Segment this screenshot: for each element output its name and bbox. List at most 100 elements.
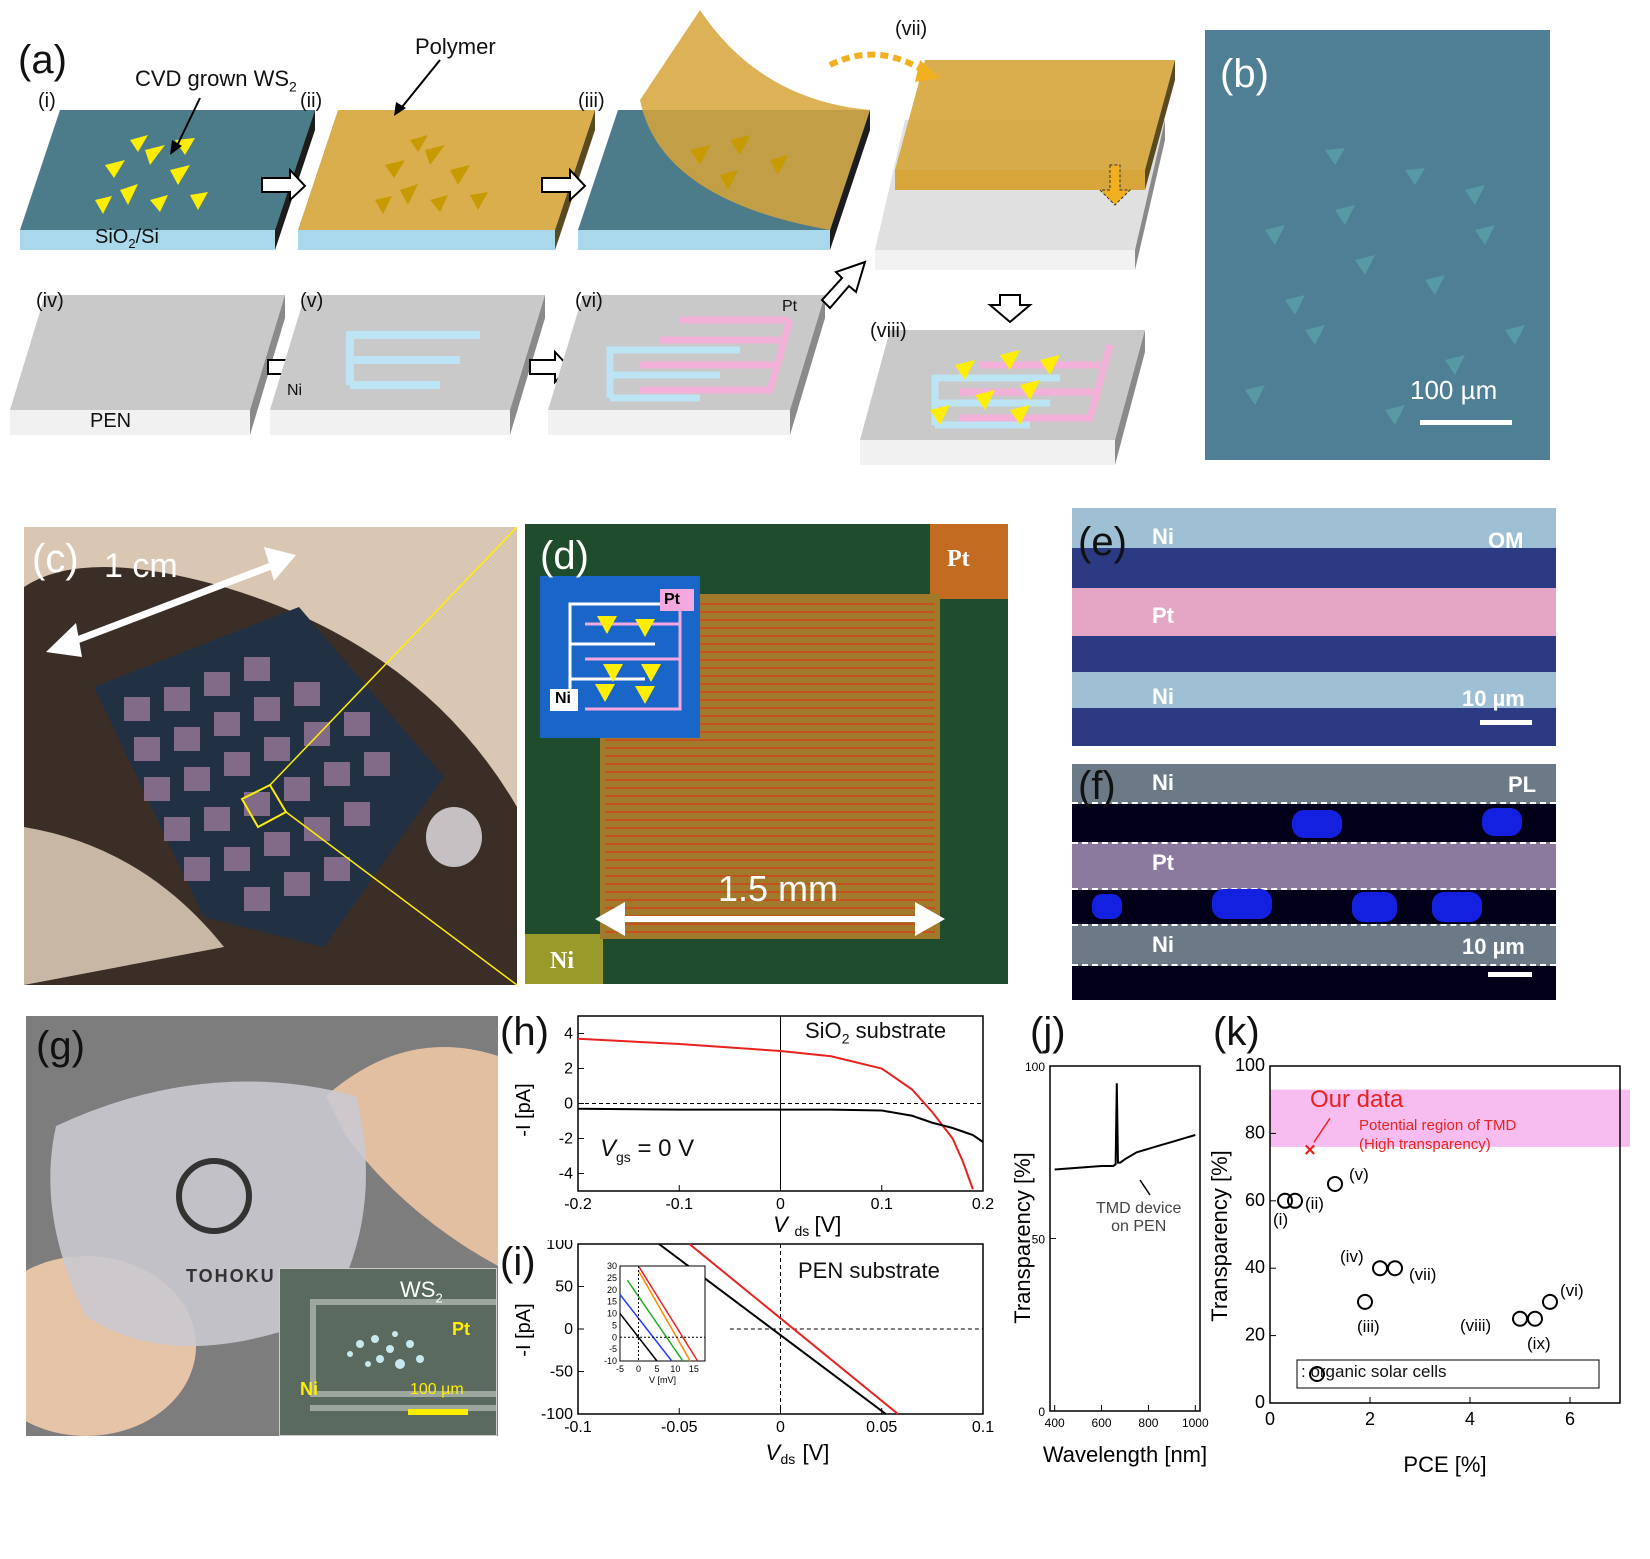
step-label: (vi): [575, 290, 603, 312]
row-label: Ni: [1152, 684, 1174, 709]
x-tick-label: -0.2: [564, 1196, 592, 1213]
pen-step-6: [548, 295, 825, 435]
ni-label: Ni: [300, 1379, 318, 1399]
row-label: Pt: [1152, 603, 1174, 628]
step-label: (i): [38, 90, 56, 112]
our-data-marker: ×: [1304, 1139, 1316, 1161]
cvd-label: CVD grown WS2: [135, 66, 297, 95]
x-tick-label: 4: [1465, 1409, 1475, 1429]
transparency-pce-chart: 0 2 4 6 100 80 60 40 20 0 (i) (ii) (iii) (iv) (v) (vi) (…: [1207, 1055, 1630, 1477]
y-tick-label: 80: [1245, 1122, 1265, 1142]
inset-iv-curve: [619, 1294, 673, 1362]
data-point: [1327, 1175, 1343, 1192]
x-axis-label-unit: [V]: [803, 1440, 830, 1465]
x-tick-label: 0: [776, 1196, 785, 1213]
x-tick-label: 6: [1565, 1409, 1575, 1429]
arrow-icon: [541, 167, 587, 203]
region-label: Potential region of TMD (High transparenc…: [1359, 1117, 1517, 1153]
polymer-label: Polymer: [415, 34, 496, 59]
inset-x-tick-label: 10: [670, 1364, 680, 1374]
arrow-icon: [261, 167, 307, 203]
scale-bar: [408, 1409, 468, 1415]
panel-d-micrograph: (d) Pt Ni 1.5 mm Pt Ni: [525, 524, 1008, 984]
y-tick-label: -100: [541, 1406, 573, 1423]
y-tick-label: -50: [550, 1364, 573, 1381]
x-tick-label: -0.05: [661, 1419, 698, 1436]
inset-pt-label: Pt: [664, 591, 680, 608]
scale-bar: [1420, 420, 1512, 425]
inset-y-tick-label: -10: [604, 1356, 617, 1366]
panel-j-chart: 400 600 800 1000 100 50 0 Wavelength [nm] Transp…: [1000, 1010, 1240, 1470]
point-label: (ix): [1527, 1334, 1551, 1353]
panel-label: (e): [1078, 520, 1127, 564]
inset-x-tick-label: 5: [654, 1364, 659, 1374]
point-label: (v): [1349, 1165, 1369, 1184]
panel-label: (j): [1030, 1010, 1066, 1054]
inset-y-tick-label: 10: [607, 1309, 617, 1319]
inset-iv-curve: [626, 1279, 684, 1362]
y-tick-label: -4: [559, 1166, 573, 1183]
inset-iv-curve: [619, 1313, 658, 1362]
panel-label: (k): [1213, 1010, 1260, 1054]
arrow-icon: [987, 294, 1033, 324]
panel-label: (c): [32, 537, 79, 581]
x-tick-label: 0.1: [972, 1419, 994, 1436]
x-tick-label: -0.1: [665, 1196, 693, 1213]
pen-step-4: [10, 295, 285, 435]
ws2-label: WS2: [400, 1277, 443, 1306]
panel-b-micrograph: (b) 100 µm: [1205, 30, 1550, 460]
wafer-step-7: [828, 51, 1175, 270]
x-tick-label: 2: [1365, 1409, 1375, 1429]
panel-label: (i): [500, 1240, 536, 1284]
inset-y-tick-label: 25: [607, 1273, 617, 1283]
point-label: (vi): [1560, 1281, 1584, 1300]
scale-label: 10 µm: [1462, 934, 1525, 959]
panel-g-photo: (g) TOHOKU WS2 Pt Ni 100 µm: [26, 1016, 498, 1436]
plot-frame: [1269, 1065, 1621, 1404]
transmittance-chart: 400 600 800 1000 100 50 0 Wavelength [nm] Transp…: [1010, 1060, 1209, 1467]
legend-label: : organic solar cells: [1301, 1362, 1447, 1381]
substrate-label: SiO2/Si: [95, 226, 159, 251]
panel-label: (a): [18, 38, 67, 82]
y-axis-label: -I [pA]: [513, 1303, 535, 1356]
ni-pad-label: Ni: [550, 948, 574, 974]
our-data-arrow: [1313, 1117, 1331, 1143]
point-label: (iv): [1340, 1247, 1364, 1266]
y-tick-label: 40: [1245, 1257, 1265, 1277]
x-axis-label-sub: ds: [781, 1451, 796, 1467]
x-tick-label: 1000: [1182, 1416, 1209, 1430]
pen-label: PEN: [90, 410, 132, 432]
y-tick-label: 20: [1245, 1325, 1265, 1345]
x-tick-label: 600: [1092, 1416, 1112, 1430]
step-label: (vii): [895, 18, 928, 40]
data-point: [1287, 1192, 1303, 1209]
inset-y-tick-label: 30: [607, 1261, 617, 1271]
scale-bar: [1480, 720, 1532, 725]
step-label: (ii): [300, 90, 323, 112]
ws2-flakes: [1245, 148, 1525, 425]
wafer-step-1: [20, 110, 315, 250]
row-label: Ni: [1152, 770, 1174, 795]
scale-label: 100 µm: [1410, 375, 1498, 405]
step-label: (viii): [870, 320, 907, 342]
inset-y-tick-label: 15: [607, 1297, 617, 1307]
panel-label: (b): [1220, 52, 1269, 96]
scale-label: 1.5 mm: [718, 868, 839, 909]
data-point: [1372, 1260, 1388, 1277]
y-tick-label: 60: [1245, 1190, 1265, 1210]
x-tick-label: 800: [1138, 1416, 1158, 1430]
wafer-step-3: [578, 10, 870, 250]
panel-label: (d): [540, 534, 589, 578]
inset-x-axis-label: V [mV]: [649, 1375, 676, 1385]
y-axis-label: -I [pA]: [513, 1083, 535, 1136]
iv-curve: [688, 1243, 899, 1415]
vgs-annotation: Vgs = 0 V: [600, 1135, 695, 1165]
step-label: (iii): [578, 90, 605, 112]
inset-y-tick-label: -5: [609, 1344, 617, 1354]
interdigitated-electrodes: [525, 524, 1008, 984]
y-tick-label: 50: [555, 1279, 573, 1296]
panel-label: (h): [500, 1010, 549, 1054]
data-point: [1387, 1260, 1403, 1277]
